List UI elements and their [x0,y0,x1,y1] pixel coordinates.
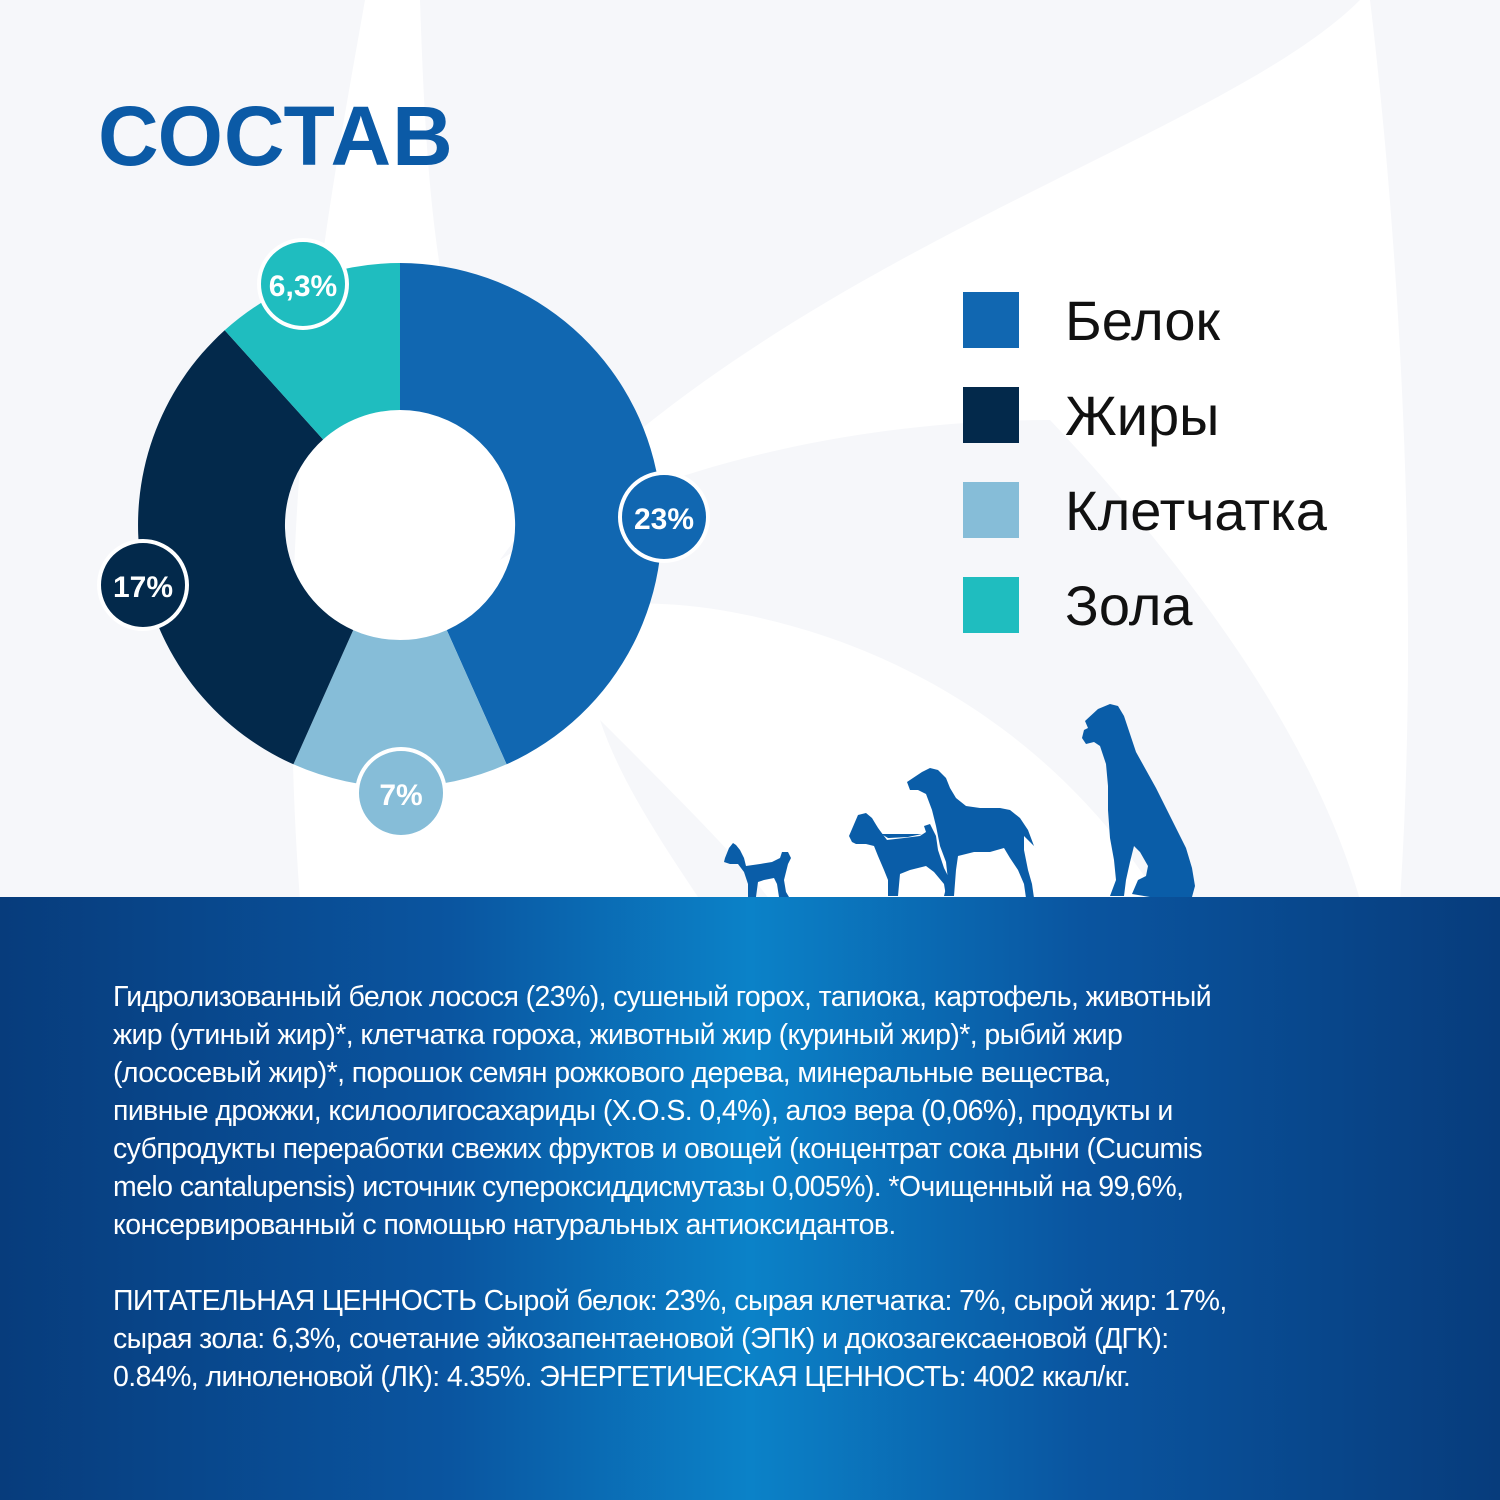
legend-swatch-protein [963,292,1019,348]
ingredients-line: Гидролизованный белок лосося (23%), суше… [113,981,1212,1013]
label-badge-fat: 17% [97,539,189,631]
legend-item-fiber: Клетчатка [963,478,1327,542]
svg-text:6,3%: 6,3% [269,270,337,303]
legend-item-protein: Белок [963,288,1327,352]
legend-swatch-fiber [963,482,1019,538]
ingredients-line: melo cantalupensis) источник супероксидд… [113,1171,1184,1203]
composition-panel [0,897,1500,1500]
dog-silhouettes [724,704,1195,898]
label-badge-protein: 23% [618,471,710,563]
svg-text:23%: 23% [634,503,694,536]
nutrition-line: сырая зола: 6,3%, сочетание эйкозапентае… [113,1323,1169,1355]
paragraph-gap [113,1244,1413,1282]
legend-item-ash: Зола [963,573,1327,637]
great-dane-silhouette-icon [1082,704,1195,897]
ingredients-line: пивные дрожжи, ксилоолигосахариды (X.O.S… [113,1095,1173,1127]
page-title: СОСТАВ [98,89,454,183]
legend-label: Зола [1065,573,1193,637]
legend-swatch-fat [963,387,1019,443]
pointer-silhouette-icon [907,768,1036,898]
chihuahua-silhouette-icon [724,843,791,897]
ingredients-line: жир (утиный жир)*, клетчатка гороха, жив… [113,1019,1123,1051]
label-badge-fiber: 7% [355,747,447,839]
donut-segment-fat [138,330,354,765]
legend-swatch-ash [963,577,1019,633]
legend-label: Белок [1065,288,1220,352]
nutrition-line: ПИТАТЕЛЬНАЯ ЦЕННОСТЬ Сырой белок: 23%, с… [113,1285,1227,1317]
legend-label: Жиры [1065,383,1220,447]
chart-legend: Белок Жиры Клетчатка Зола [963,288,1327,668]
nutrition-line: 0.84%, линоленовой (ЛК): 4.35%. ЭНЕРГЕТИ… [113,1361,1131,1393]
svg-text:17%: 17% [113,571,173,604]
ingredients-line: консервированный с помощью натуральных а… [113,1209,896,1241]
ingredients-line: субпродукты переработки свежих фруктов и… [113,1133,1203,1165]
ingredients-line: (лососевый жир)*, порошок семян рожковог… [113,1057,1111,1089]
svg-text:7%: 7% [379,779,422,812]
composition-text: Гидролизованный белок лосося (23%), суше… [113,978,1413,1396]
label-badge-ash: 6,3% [257,238,349,330]
donut-segment-protein [400,263,662,765]
legend-item-fat: Жиры [963,383,1327,447]
legend-label: Клетчатка [1065,478,1327,542]
donut-segment-fiber [293,630,507,787]
donut-chart: 6,3% 23% 17% 7% [97,238,710,839]
